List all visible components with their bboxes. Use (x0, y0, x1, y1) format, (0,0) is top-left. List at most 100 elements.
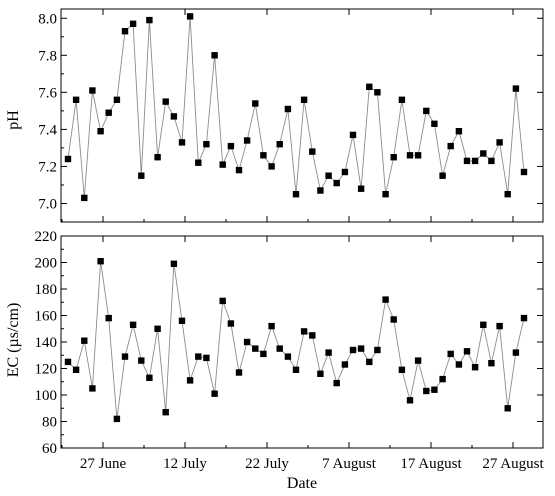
ph-data-point (81, 194, 88, 202)
ec-data-point (439, 375, 446, 383)
ph-data-point (496, 139, 503, 146)
ph-data-point (504, 191, 511, 198)
ec-data-point (243, 338, 251, 346)
ph-data-point (309, 148, 316, 155)
ph-data-point (317, 187, 324, 194)
ph-data-point (390, 154, 397, 161)
ph-panel: 7.0 7.2 7.4 7.6 7.8 8.0 pH (5, 8, 544, 223)
ph-data-point (162, 98, 169, 105)
ec-data-point (211, 390, 218, 397)
ph-data-point (252, 100, 259, 107)
ec-data-point (431, 386, 438, 393)
ec-x-axis: 27 June 12 July 22 July 7 August 17 August 27… (61, 236, 544, 472)
ph-data-point (325, 172, 332, 179)
ec-data-point (64, 358, 72, 366)
ph-y-axis-label: pH (5, 110, 22, 130)
ec-data-point (97, 258, 104, 265)
ph-data-point (195, 159, 202, 166)
ec-data-point (113, 415, 121, 423)
ph-data-point (129, 20, 137, 27)
x-tick-label: 27 June (80, 456, 127, 472)
ec-data-point (398, 366, 406, 373)
ph-data-point (268, 163, 275, 170)
x-tick-label: 17 August (400, 456, 462, 472)
ec-data-point (72, 366, 80, 373)
ec-y-tick-label: 100 (35, 388, 58, 404)
ec-data-point (235, 369, 243, 376)
ph-data-point (341, 168, 349, 176)
ec-y-tick-label: 180 (35, 282, 58, 298)
x-tick-label: 12 July (163, 456, 207, 472)
ph-data-point (471, 157, 479, 165)
ph-y-tick-label: 7.0 (38, 196, 57, 212)
ph-data-point (154, 154, 161, 161)
ec-data-point (325, 349, 332, 356)
ec-y-tick-label: 160 (35, 309, 58, 325)
ph-data-point (219, 161, 226, 168)
ec-data-point (309, 332, 316, 339)
ph-data-point (146, 16, 153, 24)
ec-data-point (463, 348, 471, 355)
ph-x-ticks (61, 9, 514, 222)
ph-data-point (463, 157, 471, 165)
ph-data-point (97, 128, 104, 135)
ph-data-point (382, 191, 389, 198)
ec-data-point (480, 321, 487, 328)
ec-data-point (89, 385, 96, 392)
x-axis-label: Date (287, 475, 317, 492)
ec-y-axis-label: EC (µs/cm) (5, 303, 22, 378)
ph-data-point (113, 96, 121, 103)
ec-data-point (374, 346, 381, 354)
ph-data-point (398, 96, 406, 103)
ec-data-point (382, 296, 389, 303)
ec-data-point (284, 353, 292, 360)
ec-data-point (186, 377, 194, 384)
ph-data-point (512, 85, 520, 92)
ec-y-tick-label: 200 (35, 256, 58, 272)
ec-data-point (260, 350, 267, 358)
ph-data-point (211, 52, 218, 59)
ec-data-point (390, 316, 397, 323)
ec-data-point (317, 370, 324, 377)
ph-data-point (227, 142, 235, 150)
ec-data-point (366, 358, 373, 366)
x-tick-label: 22 July (245, 456, 289, 472)
ec-panel: 60 80 100 120 140 160 180 200 220 27 June 12 July… (5, 229, 544, 492)
ph-data-point (243, 137, 251, 144)
ec-data-point (219, 297, 226, 305)
ec-data-point (105, 314, 112, 322)
ec-data-point (154, 325, 161, 332)
ec-data-point (504, 405, 511, 412)
ph-data-point (374, 89, 381, 96)
ec-data-point (170, 260, 178, 267)
ph-y-axis: 7.0 7.2 7.4 7.6 7.8 8.0 (38, 11, 543, 212)
ph-data-point (121, 28, 129, 35)
ph-data-point (357, 185, 365, 192)
ec-y-axis: 60 80 100 120 140 160 180 200 220 (35, 229, 543, 457)
ec-y-tick-label: 220 (35, 229, 58, 245)
ec-data-point (146, 374, 153, 381)
x-tick-label: 27 August (482, 456, 544, 472)
ph-data-point (455, 128, 463, 135)
ph-data-point (203, 141, 210, 148)
ph-data-point (349, 131, 357, 139)
ec-data-point (496, 322, 503, 330)
ph-data-point (488, 157, 495, 165)
ph-data-point (423, 107, 430, 115)
ph-data-point (276, 141, 283, 148)
ph-data-point (235, 166, 243, 174)
ec-series-markers (64, 258, 528, 423)
ph-y-tick-label: 7.4 (38, 122, 57, 138)
ec-data-point (512, 349, 520, 356)
ec-data-point (227, 320, 235, 327)
ec-data-point (268, 322, 275, 330)
ec-data-point (121, 353, 129, 360)
ph-data-point (447, 142, 454, 150)
ph-y-tick-label: 7.8 (38, 48, 57, 64)
ec-data-point (276, 345, 283, 352)
ec-y-tick-label: 80 (42, 415, 57, 431)
ec-data-point (357, 345, 365, 352)
ec-data-point (455, 361, 463, 368)
